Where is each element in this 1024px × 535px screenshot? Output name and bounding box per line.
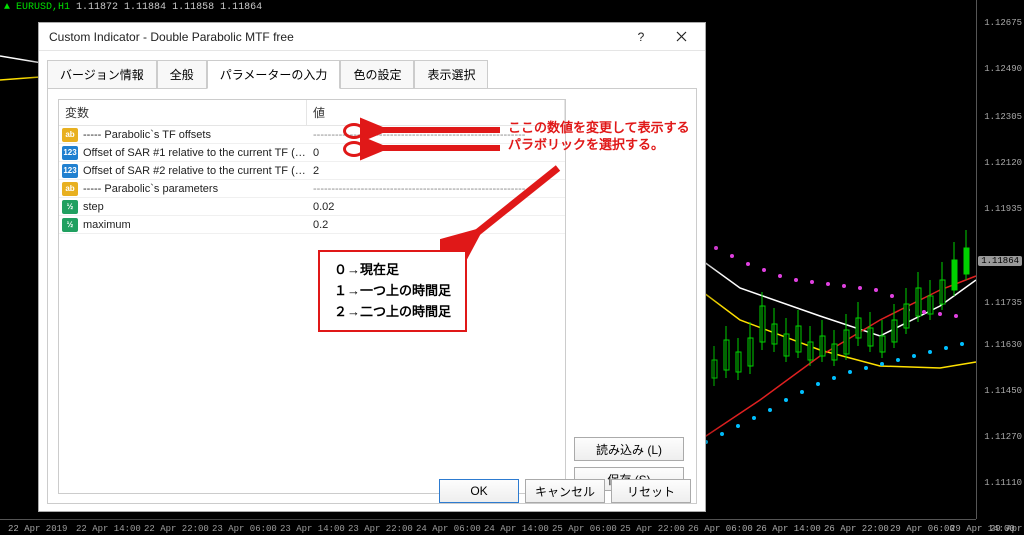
param-type-icon: ½ <box>62 218 78 232</box>
time-tick: 22 Apr 2019 <box>8 524 67 534</box>
time-tick: 26 Apr 22:00 <box>824 524 889 534</box>
time-tick: 23 Apr 14:00 <box>280 524 345 534</box>
param-type-icon: 123 <box>62 146 78 160</box>
param-value[interactable]: ----------------------------------------… <box>307 183 565 195</box>
close-icon <box>676 31 687 42</box>
time-tick: 22 Apr 14:00 <box>76 524 141 534</box>
time-tick: 23 Apr 22:00 <box>348 524 413 534</box>
tab-colors[interactable]: 色の設定 <box>340 60 414 89</box>
ok-button[interactable]: OK <box>439 479 519 503</box>
param-row[interactable]: ab----- Parabolic`s parameters----------… <box>59 180 565 198</box>
close-button[interactable] <box>661 25 701 49</box>
param-row[interactable]: 123Offset of SAR #1 relative to the curr… <box>59 144 565 162</box>
reset-button[interactable]: リセット <box>611 479 691 503</box>
param-value[interactable]: 2 <box>307 165 565 177</box>
tab-display[interactable]: 表示選択 <box>414 60 488 89</box>
price-tick: 1.11110 <box>984 478 1022 488</box>
tab-general[interactable]: 全般 <box>157 60 207 89</box>
param-value[interactable]: 0 <box>307 147 565 159</box>
param-row[interactable]: ½step0.02 <box>59 198 565 216</box>
param-type-icon: ab <box>62 128 78 142</box>
param-row[interactable]: ½maximum0.2 <box>59 216 565 234</box>
time-tick: 29 Apr 06:00 <box>890 524 955 534</box>
time-tick: 22 Apr 22:00 <box>144 524 209 534</box>
price-scale: 1.12675 1.12490 1.12305 1.12120 1.11935 1.118… <box>976 0 1024 519</box>
time-tick: 26 Apr 14:00 <box>756 524 821 534</box>
param-name: Offset of SAR #2 relative to the current… <box>81 165 307 177</box>
indicator-dialog: Custom Indicator - Double Parabolic MTF … <box>38 22 706 512</box>
param-name: ----- Parabolic`s TF offsets <box>81 129 307 141</box>
time-tick: 29 Apr 22:00 <box>990 524 1024 534</box>
param-name: step <box>81 201 307 213</box>
param-value[interactable]: 0.02 <box>307 201 565 213</box>
time-tick: 24 Apr 14:00 <box>484 524 549 534</box>
param-type-icon: 123 <box>62 164 78 178</box>
load-button[interactable]: 読み込み (L) <box>574 437 684 461</box>
tab-strip: バージョン情報 全般 パラメーターの入力 色の設定 表示選択 <box>39 51 705 88</box>
param-row[interactable]: 123Offset of SAR #2 relative to the curr… <box>59 162 565 180</box>
param-name: ----- Parabolic`s parameters <box>81 183 307 195</box>
time-scale: 22 Apr 201922 Apr 14:0022 Apr 22:0023 Ap… <box>0 519 976 535</box>
param-name: maximum <box>81 219 307 231</box>
time-tick: 24 Apr 06:00 <box>416 524 481 534</box>
tab-params[interactable]: パラメーターの入力 <box>207 60 341 89</box>
time-tick: 25 Apr 22:00 <box>620 524 685 534</box>
help-button[interactable]: ? <box>621 25 661 49</box>
dialog-title: Custom Indicator - Double Parabolic MTF … <box>49 30 621 44</box>
price-tick: 1.12120 <box>984 158 1022 168</box>
tab-version[interactable]: バージョン情報 <box>47 60 157 89</box>
param-value[interactable]: 0.2 <box>307 219 565 231</box>
param-type-icon: ½ <box>62 200 78 214</box>
param-table[interactable]: 変数 値 ab----- Parabolic`s TF offsets-----… <box>58 99 566 494</box>
param-type-icon: ab <box>62 182 78 196</box>
time-tick: 23 Apr 06:00 <box>212 524 277 534</box>
price-tick: 1.12675 <box>984 18 1022 28</box>
time-tick: 25 Apr 06:00 <box>552 524 617 534</box>
col-header-value[interactable]: 値 <box>307 100 565 125</box>
param-name: Offset of SAR #1 relative to the current… <box>81 147 307 159</box>
price-tick: 1.11630 <box>984 340 1022 350</box>
param-table-header: 変数 値 <box>59 100 565 126</box>
time-tick: 26 Apr 06:00 <box>688 524 753 534</box>
price-tick: 1.12305 <box>984 112 1022 122</box>
param-row[interactable]: ab----- Parabolic`s TF offsets----------… <box>59 126 565 144</box>
price-tick: 1.11270 <box>984 432 1022 442</box>
price-tick: 1.11935 <box>984 204 1022 214</box>
titlebar[interactable]: Custom Indicator - Double Parabolic MTF … <box>39 23 705 51</box>
col-header-name[interactable]: 変数 <box>59 100 307 125</box>
price-tick: 1.11450 <box>984 386 1022 396</box>
cancel-button[interactable]: キャンセル <box>525 479 605 503</box>
bottom-buttons: OK キャンセル リセット <box>439 479 691 503</box>
tab-body: 変数 値 ab----- Parabolic`s TF offsets-----… <box>47 88 697 504</box>
price-tick: 1.11864 <box>978 256 1022 266</box>
price-tick: 1.11735 <box>984 298 1022 308</box>
param-value[interactable]: ----------------------------------------… <box>307 129 565 141</box>
price-tick: 1.12490 <box>984 64 1022 74</box>
